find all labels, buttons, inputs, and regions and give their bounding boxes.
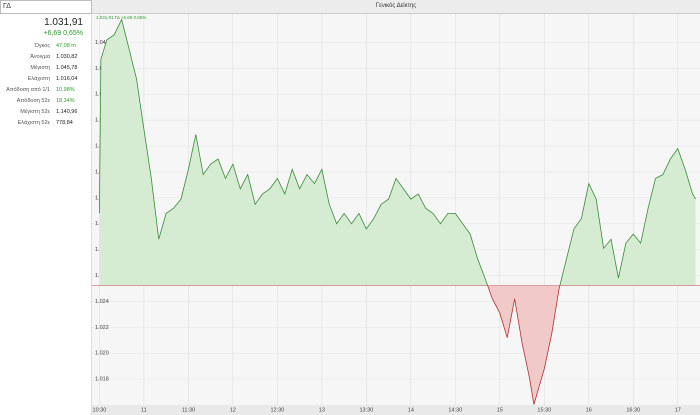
x-tick-label: 15 xyxy=(497,407,503,413)
x-tick-label: 17 xyxy=(675,407,681,413)
x-tick-label: 13:30 xyxy=(359,407,373,413)
chart-title: Γενικός Δείκτης xyxy=(92,0,700,14)
y-tick-label: 1.044 xyxy=(95,40,109,46)
x-tick-label: 11:30 xyxy=(182,407,195,413)
y-tick-label: 1.024 xyxy=(95,299,109,305)
stat-label: Ελάχιστη xyxy=(27,76,50,82)
stat-label: Άνοιγμα xyxy=(30,54,50,60)
stat-value: 18,34% xyxy=(56,98,75,104)
chart: 1.0181.0201.0221.0241.0261.0281.0301.032… xyxy=(92,14,700,415)
stat-row: Όγκος 47,08 m xyxy=(0,43,92,54)
change: +6,69 0,65% xyxy=(43,30,83,37)
stat-row: Μέγιστη 1.045,78 xyxy=(0,65,92,76)
stat-value: 47,08 m xyxy=(56,43,76,49)
x-tick-label: 16 xyxy=(586,407,592,413)
x-axis-bg xyxy=(92,405,700,415)
stat-row: Ελάχιστη 52ε 778,84 xyxy=(0,120,92,131)
stat-value: 1.016,04 xyxy=(56,76,78,82)
x-tick-label: 10:30 xyxy=(93,407,107,413)
stat-label: Μέγιστη xyxy=(30,65,50,71)
stat-label: Μέγιστη 52ε xyxy=(20,109,50,115)
stat-label: Απόδοση από 1/1 xyxy=(6,87,50,93)
line-up xyxy=(99,18,696,286)
last-price: 1.031,91 xyxy=(44,17,83,28)
stat-value: 1.030,82 xyxy=(56,54,78,60)
stat-value: 1.045,78 xyxy=(56,65,78,71)
stat-row: Μέγιστη 52ε 1.140,96 xyxy=(0,109,92,120)
y-tick-label: 1.018 xyxy=(95,377,109,383)
chart-header: 1.031,91 ΓΔ +6,69 0,65% xyxy=(96,15,146,20)
stat-value: 10,98% xyxy=(56,87,75,93)
area-up xyxy=(99,19,696,286)
x-tick-label: 16:30 xyxy=(626,407,640,413)
stat-row: Ελάχιστη 1.016,04 xyxy=(0,76,92,87)
stat-label: Ελάχιστη 52ε xyxy=(17,120,50,126)
stat-row: Απόδοση 52ε 18,34% xyxy=(0,98,92,109)
x-tick-label: 14:30 xyxy=(448,407,462,413)
area-down xyxy=(487,285,560,405)
change-abs: +6,69 xyxy=(43,30,62,37)
x-tick-label: 12:30 xyxy=(270,407,284,413)
stat-row: Απόδοση από 1/1 10,98% xyxy=(0,87,92,98)
stat-label: Όγκος xyxy=(34,43,50,49)
change-pct: 0,65% xyxy=(63,30,83,37)
stat-label: Απόδοση 52ε xyxy=(16,98,50,104)
stat-row: Άνοιγμα 1.030,82 xyxy=(0,54,92,65)
search-box[interactable]: ΓΔ xyxy=(0,0,92,14)
x-tick-label: 11 xyxy=(141,407,147,413)
x-tick-label: 12 xyxy=(230,407,236,413)
side-panel: ΓΔ 1.031,91 +6,69 0,65% Όγκος 47,08 m Άνοι… xyxy=(0,0,92,415)
stat-value: 778,84 xyxy=(56,120,73,126)
y-tick-label: 1.022 xyxy=(95,325,109,331)
x-tick-label: 13 xyxy=(319,407,325,413)
x-tick-label: 15:30 xyxy=(537,407,551,413)
x-tick-label: 14 xyxy=(408,407,414,413)
stat-value: 1.140,96 xyxy=(56,109,78,115)
y-tick-label: 1.020 xyxy=(95,351,109,357)
